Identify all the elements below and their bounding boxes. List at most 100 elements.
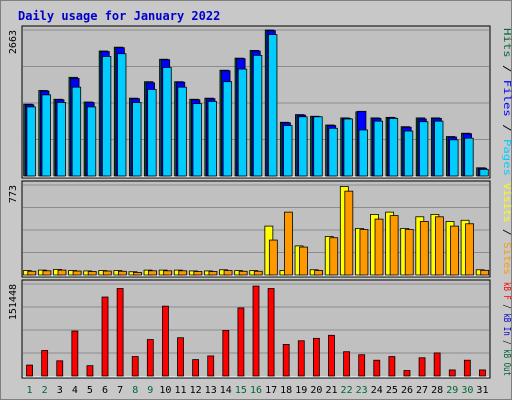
x-tick-label-day-10: 10 <box>159 385 171 396</box>
bar-kb_f-day-5 <box>86 365 94 377</box>
bar-pages-day-27 <box>419 121 429 177</box>
panel-hits-files-pages: 2663 Hits / Files / Pages <box>8 25 512 179</box>
bar-pages-day-1 <box>26 106 36 177</box>
bar-pages-day-25 <box>388 118 399 177</box>
bar-sites-day-5 <box>87 271 97 276</box>
x-tick-label-day-22: 22 <box>341 385 353 396</box>
panel-legend: Visits / Sites <box>501 183 512 275</box>
bar-kb_f-day-27 <box>418 357 426 377</box>
x-tick-label-day-30: 30 <box>461 385 473 396</box>
bar-kb_f-day-23 <box>358 354 366 377</box>
x-tick-label-day-28: 28 <box>431 385 443 396</box>
x-tick-label-day-27: 27 <box>416 385 428 396</box>
chart-panels: 2663 Hits / Files / Pages 773 Visits / Site… <box>8 25 512 379</box>
bar-kb_f-day-10 <box>162 305 169 377</box>
bar-kb_f-day-3 <box>56 360 64 377</box>
y-max-label: 2663 <box>8 30 19 54</box>
bar-pages-day-26 <box>403 130 414 177</box>
legend-entry: / <box>501 58 512 80</box>
bar-pages-day-24 <box>373 120 384 177</box>
bar-pages-day-22 <box>343 118 353 177</box>
x-tick-label-day-24: 24 <box>371 385 383 396</box>
bar-pages-day-12 <box>192 103 202 177</box>
x-tick-label-day-7: 7 <box>117 385 123 396</box>
bar-sites-day-17 <box>268 239 278 276</box>
bar-kb_f-day-4 <box>71 330 79 377</box>
bar-kb_f-day-22 <box>343 351 350 377</box>
x-tick-label-day-23: 23 <box>356 385 368 396</box>
bar-kb_f-day-26 <box>403 370 411 377</box>
bar-pages-day-4 <box>71 86 82 177</box>
bar-pages-day-13 <box>207 101 217 177</box>
bar-pages-day-6 <box>101 56 112 177</box>
x-tick-label-day-1: 1 <box>27 385 33 396</box>
x-tick-label-day-21: 21 <box>325 385 337 396</box>
bar-kb_f-day-18 <box>282 344 290 377</box>
chart-title: Daily usage for January 2022 <box>18 9 220 23</box>
bar-sites-day-6 <box>102 270 112 276</box>
legend-entry: Pages <box>501 139 512 176</box>
bar-sites-day-2 <box>42 270 52 276</box>
bar-sites-day-13 <box>208 271 218 276</box>
x-tick-label-day-19: 19 <box>295 385 307 396</box>
bar-sites-day-22 <box>344 190 354 276</box>
panel-visits-sites: 773 Visits / Sites <box>8 180 512 278</box>
x-tick-label-day-16: 16 <box>250 385 262 396</box>
bar-kb_f-day-20 <box>312 337 320 377</box>
bar-kb_f-day-6 <box>101 296 109 377</box>
panel-legend: Hits / Files / Pages <box>501 28 512 176</box>
x-tick-label-day-9: 9 <box>147 385 153 396</box>
bar-kb_f-day-12 <box>192 359 200 377</box>
x-tick-label-day-29: 29 <box>446 385 458 396</box>
x-tick-label-day-17: 17 <box>265 385 277 396</box>
bar-kb_f-day-16 <box>252 285 260 377</box>
bar-kb_f-day-25 <box>388 356 396 377</box>
x-tick-label-day-8: 8 <box>132 385 138 396</box>
legend-entry: Visits <box>501 183 512 222</box>
bar-kb_f-day-15 <box>237 307 245 377</box>
bar-kb_f-day-1 <box>26 364 33 377</box>
bar-pages-day-17 <box>268 34 278 177</box>
bar-kb_f-day-21 <box>328 334 335 377</box>
bar-kb_f-day-13 <box>207 355 215 377</box>
legend-entry: kB F <box>501 282 512 300</box>
bar-sites-day-1 <box>27 270 37 276</box>
bar-sites-day-16 <box>253 270 263 276</box>
x-tick-label-day-12: 12 <box>190 385 202 396</box>
legend-entry: / <box>501 222 512 242</box>
x-tick-label-day-3: 3 <box>57 385 63 396</box>
bar-sites-day-12 <box>193 271 203 276</box>
bar-sites-day-11 <box>178 270 188 276</box>
x-tick-label-day-6: 6 <box>102 385 108 396</box>
bar-pages-day-3 <box>56 102 66 177</box>
bar-pages-day-5 <box>86 106 97 177</box>
bar-kb_f-day-11 <box>177 337 184 377</box>
bar-pages-day-30 <box>464 137 474 177</box>
x-tick-label-day-15: 15 <box>235 385 247 396</box>
bar-sites-day-9 <box>148 270 157 276</box>
bar-kb_f-day-24 <box>373 359 381 377</box>
bar-kb_f-day-30 <box>463 359 471 377</box>
bar-pages-day-2 <box>41 94 51 177</box>
bar-pages-day-7 <box>117 53 127 177</box>
bar-kb_f-day-19 <box>297 340 305 377</box>
bar-kb_f-day-17 <box>267 288 275 377</box>
bar-pages-day-18 <box>283 125 293 177</box>
bar-sites-day-20 <box>314 270 324 276</box>
bar-pages-day-19 <box>298 116 308 177</box>
legend-entry: / <box>501 336 512 349</box>
bar-pages-day-10 <box>162 67 172 177</box>
bar-sites-day-31 <box>480 269 490 276</box>
y-max-label: 773 <box>8 185 19 203</box>
bar-kb_f-day-31 <box>479 369 486 377</box>
bar-sites-day-23 <box>359 229 369 276</box>
bar-kb_f-day-29 <box>448 369 456 377</box>
x-tick-label-day-25: 25 <box>386 385 398 396</box>
x-tick-label-day-14: 14 <box>220 385 232 396</box>
legend-entry: kB In <box>501 313 512 335</box>
bar-sites-day-26 <box>404 229 414 276</box>
bar-kb_f-day-14 <box>222 330 230 377</box>
legend-entry: / <box>501 117 512 139</box>
bar-pages-day-15 <box>237 68 248 177</box>
